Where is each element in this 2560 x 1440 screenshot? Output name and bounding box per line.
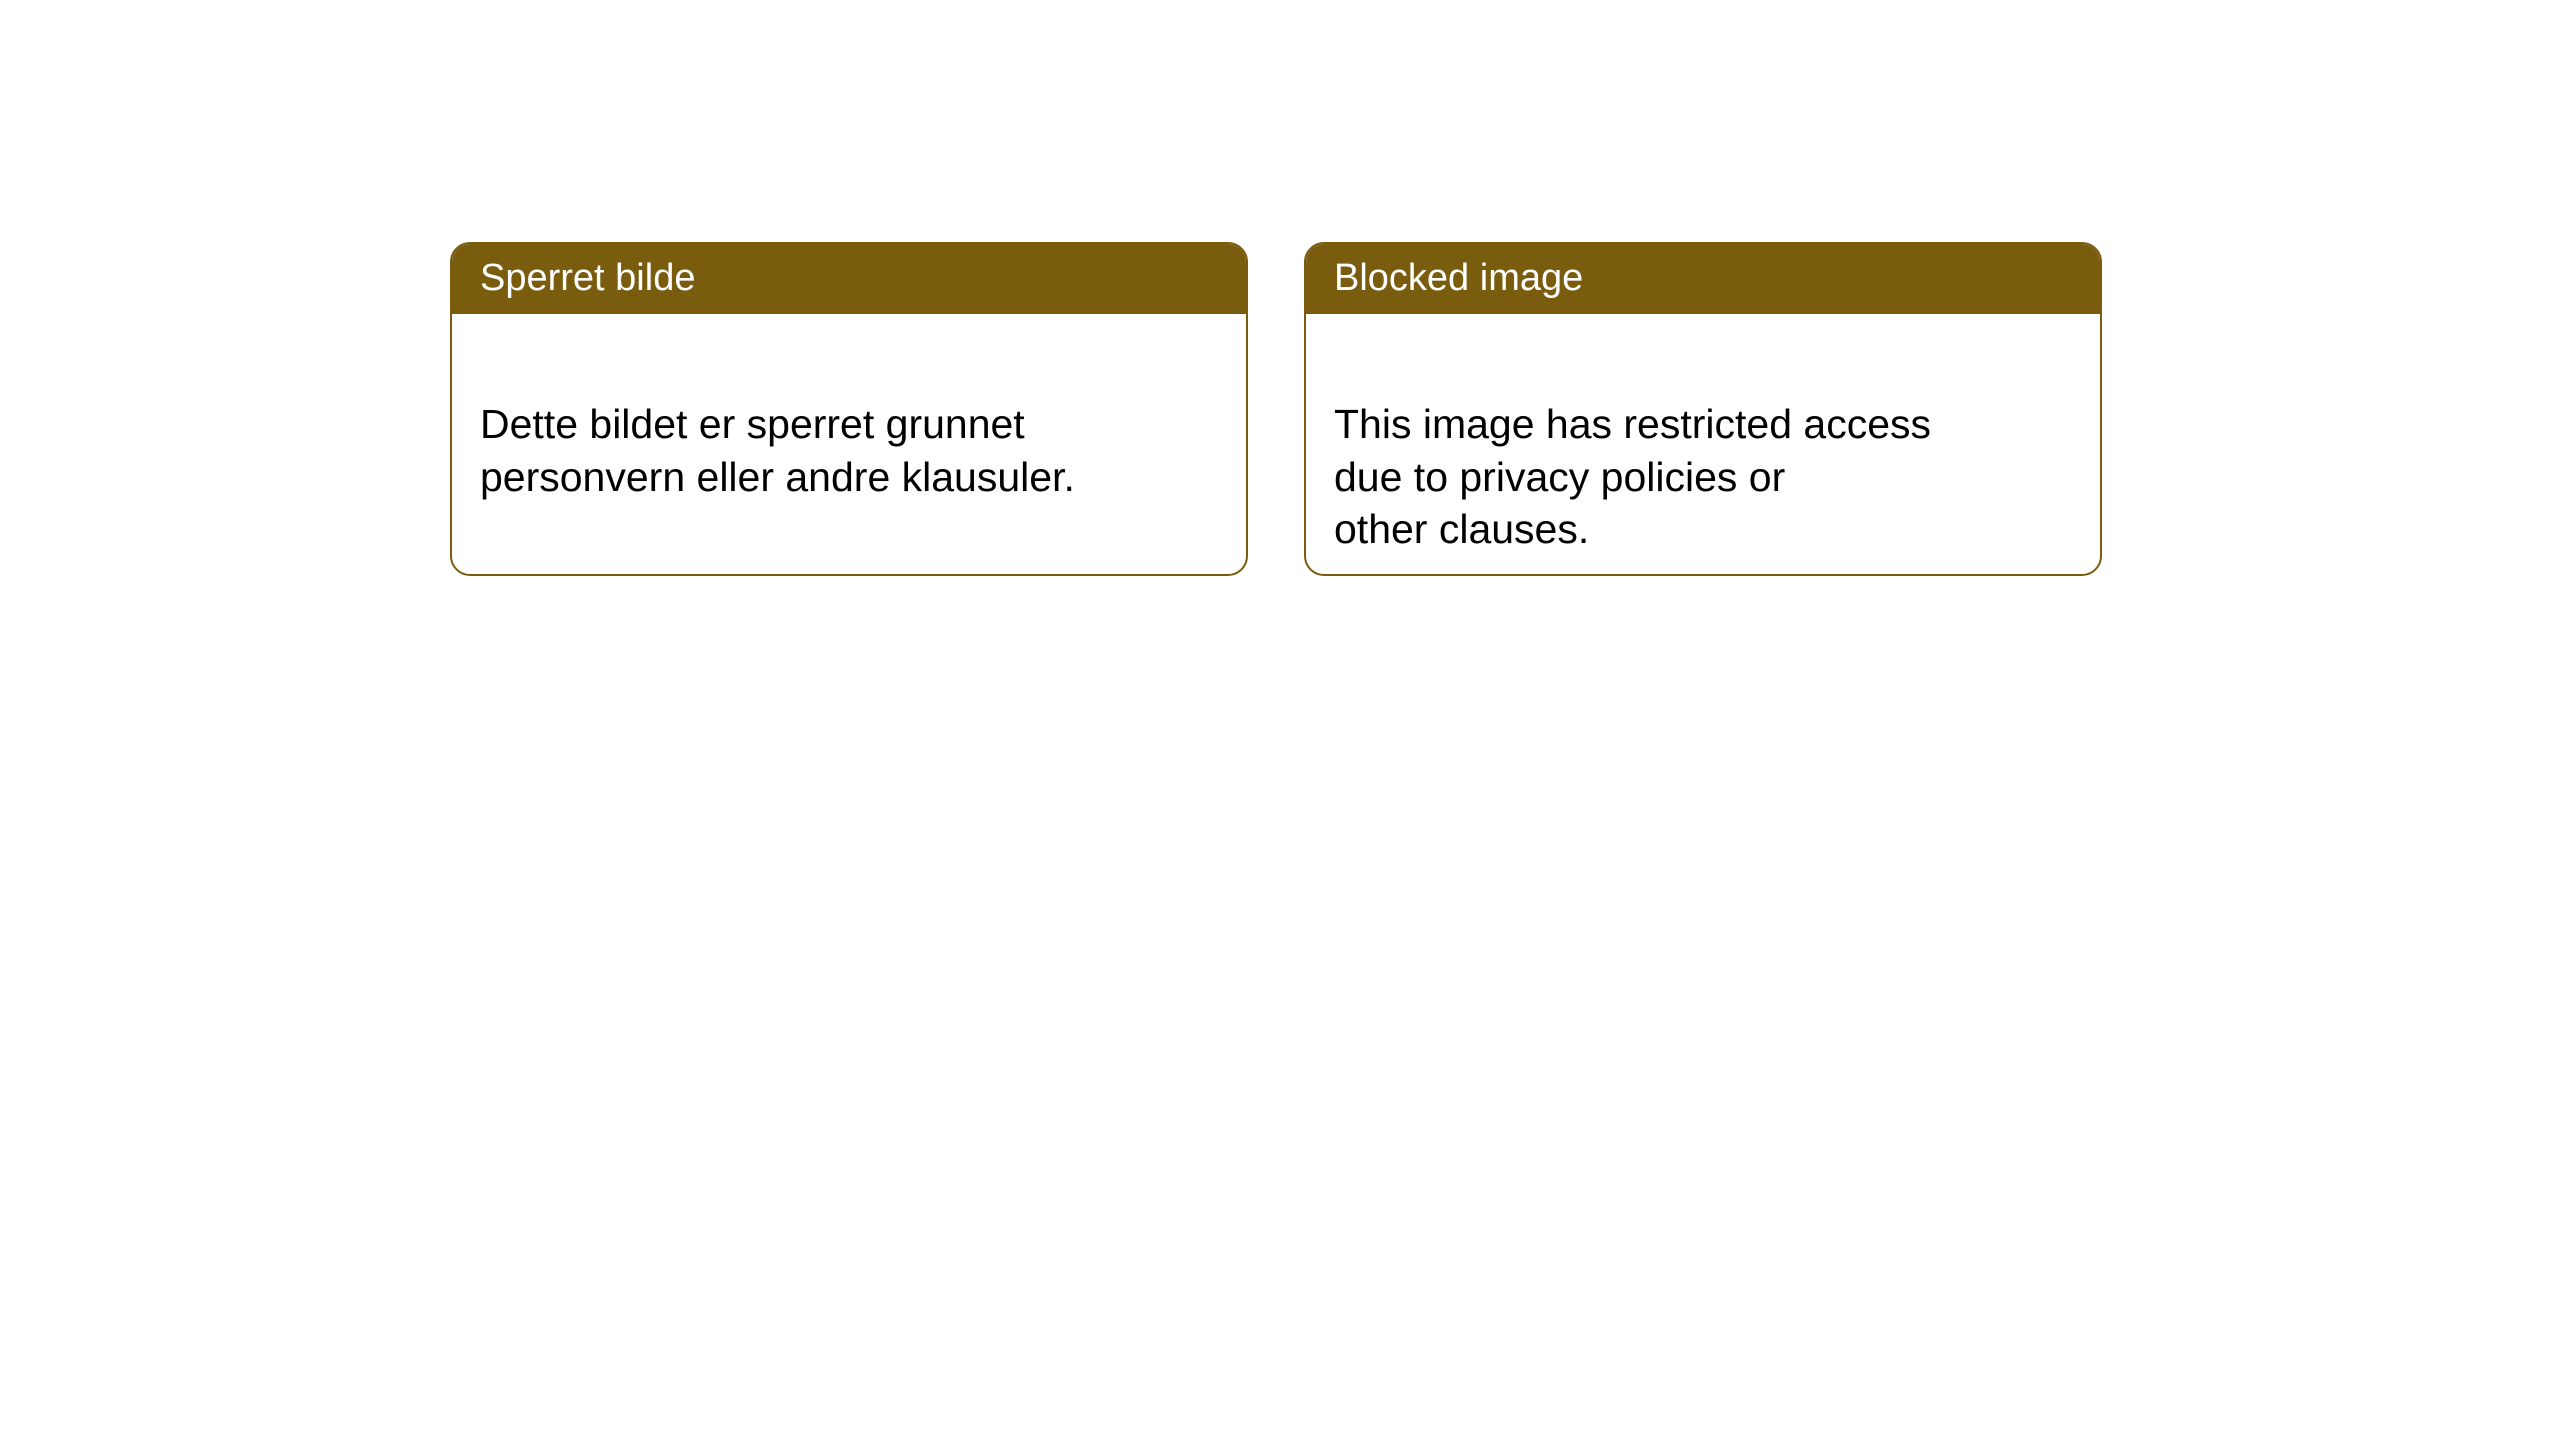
cards-container: Sperret bilde Dette bildet er sperret gr… (0, 0, 2560, 576)
blocked-image-card-no: Sperret bilde Dette bildet er sperret gr… (450, 242, 1248, 576)
card-title: Blocked image (1334, 257, 1583, 299)
card-message: Dette bildet er sperret grunnet personve… (480, 401, 1075, 499)
blocked-image-card-en: Blocked image This image has restricted … (1304, 242, 2102, 576)
card-body: Dette bildet er sperret grunnet personve… (452, 314, 1246, 535)
card-body: This image has restricted access due to … (1306, 314, 2100, 576)
card-header: Blocked image (1306, 244, 2100, 314)
card-header: Sperret bilde (452, 244, 1246, 314)
card-message: This image has restricted access due to … (1334, 401, 1931, 552)
card-title: Sperret bilde (480, 257, 695, 299)
